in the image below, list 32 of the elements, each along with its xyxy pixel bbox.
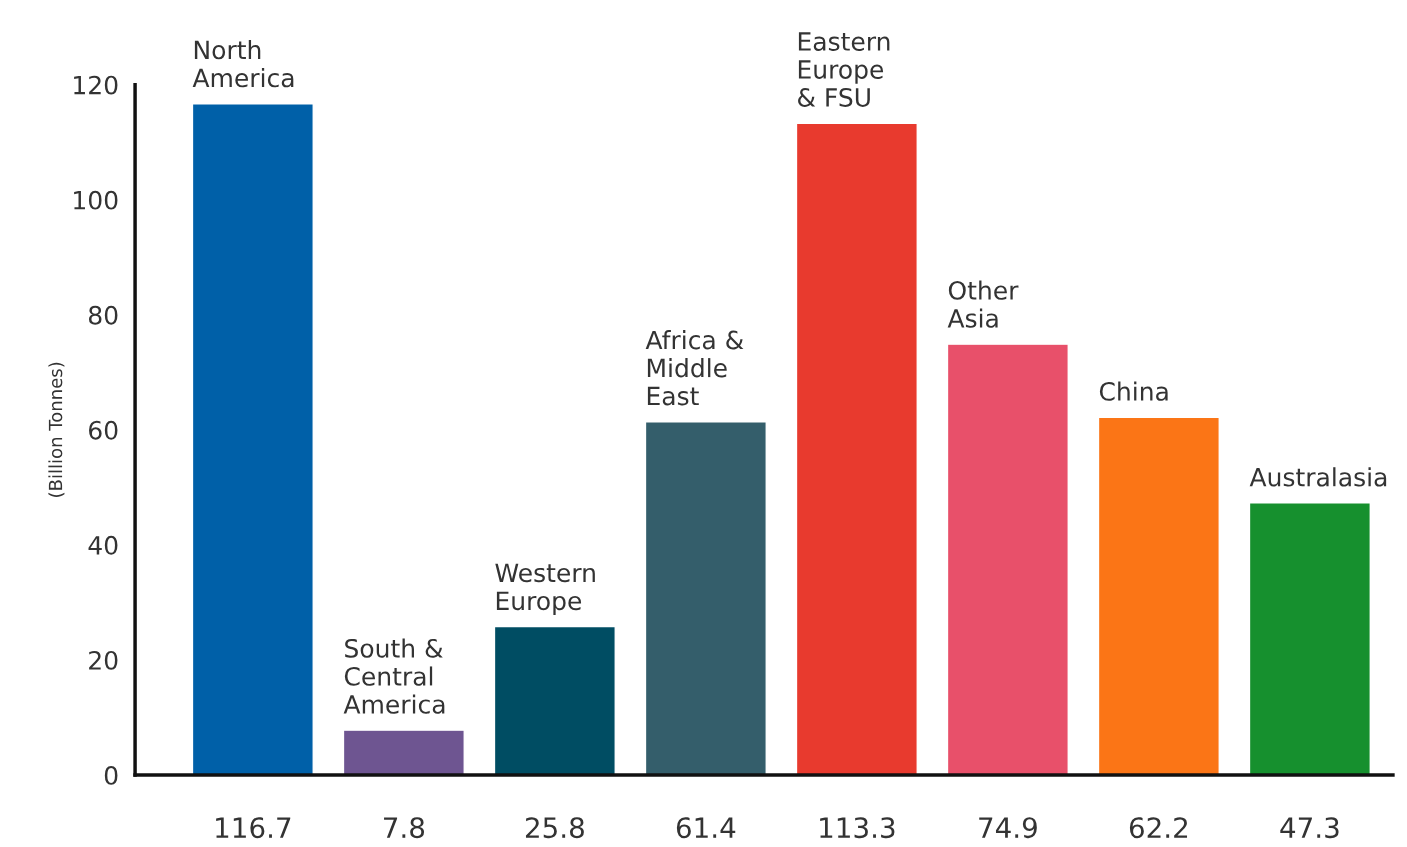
data-label: 47.3 bbox=[1280, 817, 1339, 839]
bar bbox=[1248, 502, 1371, 776]
bar bbox=[1097, 416, 1220, 776]
bar bbox=[342, 729, 465, 776]
data-label: 25.8 bbox=[525, 817, 584, 839]
bar bbox=[493, 625, 616, 776]
y-tick-label: 120 bbox=[74, 75, 118, 95]
x-tick-label: Eastern Europe & FSU bbox=[798, 32, 890, 107]
bar bbox=[644, 421, 767, 776]
data-label: 113.3 bbox=[820, 817, 895, 839]
bar bbox=[946, 343, 1069, 776]
x-tick-label: Australasia bbox=[1249, 467, 1387, 487]
data-label: 61.4 bbox=[676, 817, 736, 839]
y-tick-label: 20 bbox=[89, 650, 118, 670]
x-tick-label: South & Central America bbox=[343, 638, 445, 714]
x-tick-label: China bbox=[1099, 381, 1168, 401]
y-tick-label: 0 bbox=[104, 765, 118, 785]
x-tick-label: Africa & Middle East bbox=[645, 330, 744, 406]
y-tick-label: 100 bbox=[74, 190, 118, 210]
y-tick-label: 80 bbox=[88, 305, 118, 325]
data-label: 116.7 bbox=[216, 817, 291, 839]
y-tick-label: 60 bbox=[89, 420, 118, 440]
x-tick-label: North America bbox=[192, 39, 294, 88]
y-tick-label: 40 bbox=[88, 535, 118, 555]
x-tick-label: Western Europe bbox=[495, 563, 595, 616]
data-label: 7.8 bbox=[384, 817, 425, 839]
x-tick-label: Other Asia bbox=[947, 280, 1019, 328]
y-axis-title: (Billion Tonnes) bbox=[48, 362, 65, 497]
data-label: 74.9 bbox=[979, 817, 1037, 839]
bar bbox=[191, 102, 314, 776]
data-label: 62.2 bbox=[1129, 817, 1188, 839]
bar bbox=[795, 122, 918, 776]
